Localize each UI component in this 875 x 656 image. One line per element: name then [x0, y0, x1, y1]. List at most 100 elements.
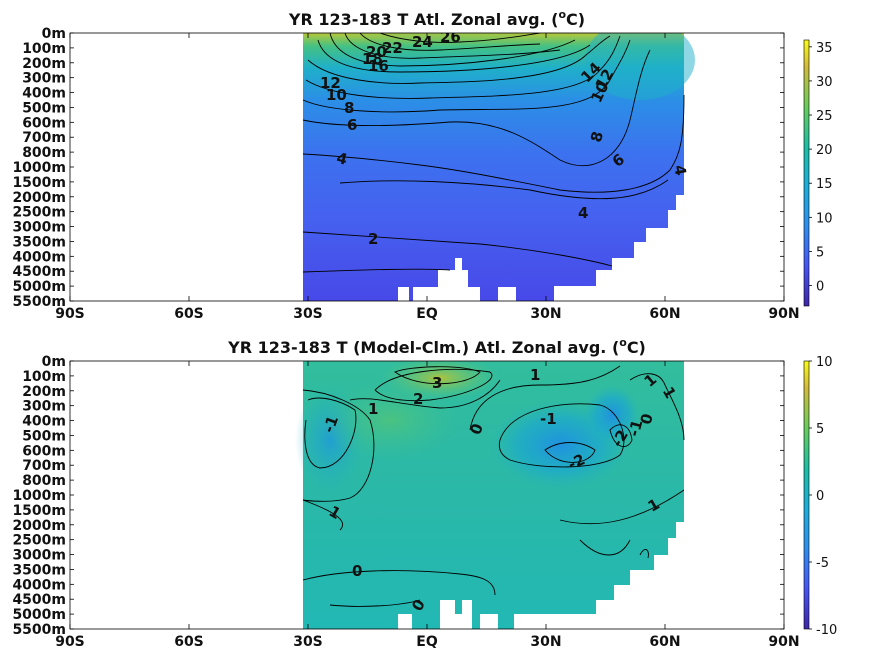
x-tick-label: 90N: [768, 634, 799, 650]
colorbar-tick-label: 15: [816, 177, 833, 192]
svg-text:22: 22: [382, 39, 403, 57]
y-tick-label: 800m: [22, 473, 66, 489]
y-tick-label: 0m: [42, 26, 66, 42]
y-tick-label: 3000m: [12, 548, 66, 564]
bottom-y-axis: 0m100m200m300m400m500m600m700m800m1000m1…: [12, 354, 784, 638]
colorbar-tick-label: 10: [816, 211, 833, 226]
y-tick-label: 3000m: [12, 220, 66, 236]
svg-text:20: 20: [366, 43, 387, 61]
colorbar-tick-label: 10: [816, 355, 833, 370]
colorbar-tick-label: 20: [816, 143, 833, 158]
bottom-colorbar: 10 5 0 -5 -10: [803, 355, 837, 638]
y-tick-label: 4000m: [12, 249, 66, 265]
svg-text:-2: -2: [608, 427, 632, 450]
svg-text:16: 16: [368, 57, 389, 75]
top-title: YR 123-183 T Atl. Zonal avg. (oC): [288, 8, 585, 29]
y-tick-label: 1000m: [12, 160, 66, 176]
svg-text:1: 1: [530, 366, 540, 384]
top-y-axis: 0m100m200m300m400m500m600m700m800m1000m1…: [12, 26, 784, 310]
y-tick-label: 1500m: [12, 503, 66, 519]
svg-text:2: 2: [368, 230, 378, 248]
y-tick-label: 500m: [22, 100, 66, 116]
top-colorbar: 35 30 25 20 15 10 5 0: [803, 39, 833, 307]
svg-text:10: 10: [326, 86, 347, 104]
y-tick-label: 5000m: [12, 607, 66, 623]
colorbar-tick-label: 25: [816, 109, 833, 124]
top-colorbar-bar: [803, 39, 810, 307]
svg-text:8: 8: [344, 99, 354, 117]
x-tick-label: 60N: [649, 634, 680, 650]
y-tick-label: 2500m: [12, 205, 66, 221]
top-panel: YR 123-183 T Atl. Zonal avg. (oC): [12, 8, 833, 322]
bottom-x-axis: 90S 60S 30S EQ 30N 60N 90N: [55, 361, 800, 650]
x-tick-label: 30N: [530, 306, 561, 322]
y-tick-label: 1500m: [12, 175, 66, 191]
svg-text:0: 0: [352, 562, 362, 580]
svg-text:12: 12: [320, 74, 341, 92]
y-tick-label: 100m: [22, 369, 66, 385]
y-tick-label: 3500m: [12, 562, 66, 578]
y-tick-label: 2000m: [12, 190, 66, 206]
svg-text:4: 4: [335, 149, 350, 169]
svg-text:1: 1: [368, 400, 378, 418]
bottom-panel: YR 123-183 T (Model-Clm.) Atl. Zonal avg…: [12, 336, 837, 650]
svg-text:6: 6: [347, 116, 357, 134]
colorbar-tick-label: 0: [816, 489, 824, 504]
x-tick-label: EQ: [416, 634, 438, 650]
svg-text:24: 24: [412, 33, 433, 51]
y-tick-label: 700m: [22, 458, 66, 474]
top-field: 26 24 22 20 18 16 14 12 12 10 10 8 8 6 6…: [300, 28, 695, 301]
x-tick-label: 90S: [55, 634, 85, 650]
colorbar-tick-label: 30: [816, 75, 833, 90]
bottom-colorbar-bar: [803, 360, 810, 630]
bottom-title: YR 123-183 T (Model-Clm.) Atl. Zonal avg…: [227, 336, 646, 357]
bottom-field: 3 2 1 1 0 -1 1 -1 -2 -2 -1 0 1 1 1 0 0: [295, 361, 685, 629]
y-tick-label: 800m: [22, 145, 66, 161]
colorbar-tick-label: -10: [816, 623, 837, 638]
y-tick-label: 1000m: [12, 488, 66, 504]
x-tick-label: 30S: [293, 306, 323, 322]
svg-text:4: 4: [578, 204, 588, 222]
svg-text:-1: -1: [319, 413, 342, 435]
y-tick-label: 500m: [22, 428, 66, 444]
y-tick-label: 200m: [22, 384, 66, 400]
y-tick-label: 0m: [42, 354, 66, 370]
y-tick-label: 4500m: [12, 264, 66, 280]
top-x-axis: 90S 60S 30S EQ 30N 60N 90N: [55, 33, 800, 322]
y-tick-label: 3500m: [12, 234, 66, 250]
svg-text:-1: -1: [625, 418, 647, 439]
colorbar-tick-label: -5: [816, 556, 829, 571]
x-tick-label: 60S: [174, 634, 204, 650]
svg-text:18: 18: [362, 50, 383, 68]
y-tick-label: 700m: [22, 130, 66, 146]
y-tick-label: 4500m: [12, 592, 66, 608]
y-tick-label: 200m: [22, 56, 66, 72]
x-tick-label: EQ: [416, 306, 438, 322]
y-tick-label: 5500m: [12, 622, 66, 638]
y-tick-label: 400m: [22, 414, 66, 430]
y-tick-label: 600m: [22, 443, 66, 459]
y-tick-label: 2000m: [12, 518, 66, 534]
svg-text:4: 4: [670, 164, 690, 177]
svg-text:8: 8: [587, 129, 607, 144]
y-tick-label: 300m: [22, 399, 66, 415]
y-tick-label: 100m: [22, 41, 66, 57]
svg-text:0: 0: [637, 412, 657, 427]
y-tick-label: 4000m: [12, 577, 66, 593]
x-tick-label: 60S: [174, 306, 204, 322]
y-tick-label: 400m: [22, 86, 66, 102]
svg-text:3: 3: [432, 374, 442, 392]
colorbar-tick-label: 5: [816, 422, 824, 437]
x-tick-label: 60N: [649, 306, 680, 322]
svg-text:-1: -1: [540, 410, 557, 428]
svg-text:2: 2: [413, 390, 423, 408]
x-tick-label: 30N: [530, 634, 561, 650]
y-tick-label: 5500m: [12, 294, 66, 310]
x-tick-label: 90S: [55, 306, 85, 322]
y-tick-label: 2500m: [12, 533, 66, 549]
svg-text:26: 26: [440, 28, 461, 46]
svg-text:-2: -2: [565, 450, 588, 473]
colorbar-tick-label: 5: [816, 245, 824, 260]
y-tick-label: 300m: [22, 71, 66, 87]
x-tick-label: 90N: [768, 306, 799, 322]
